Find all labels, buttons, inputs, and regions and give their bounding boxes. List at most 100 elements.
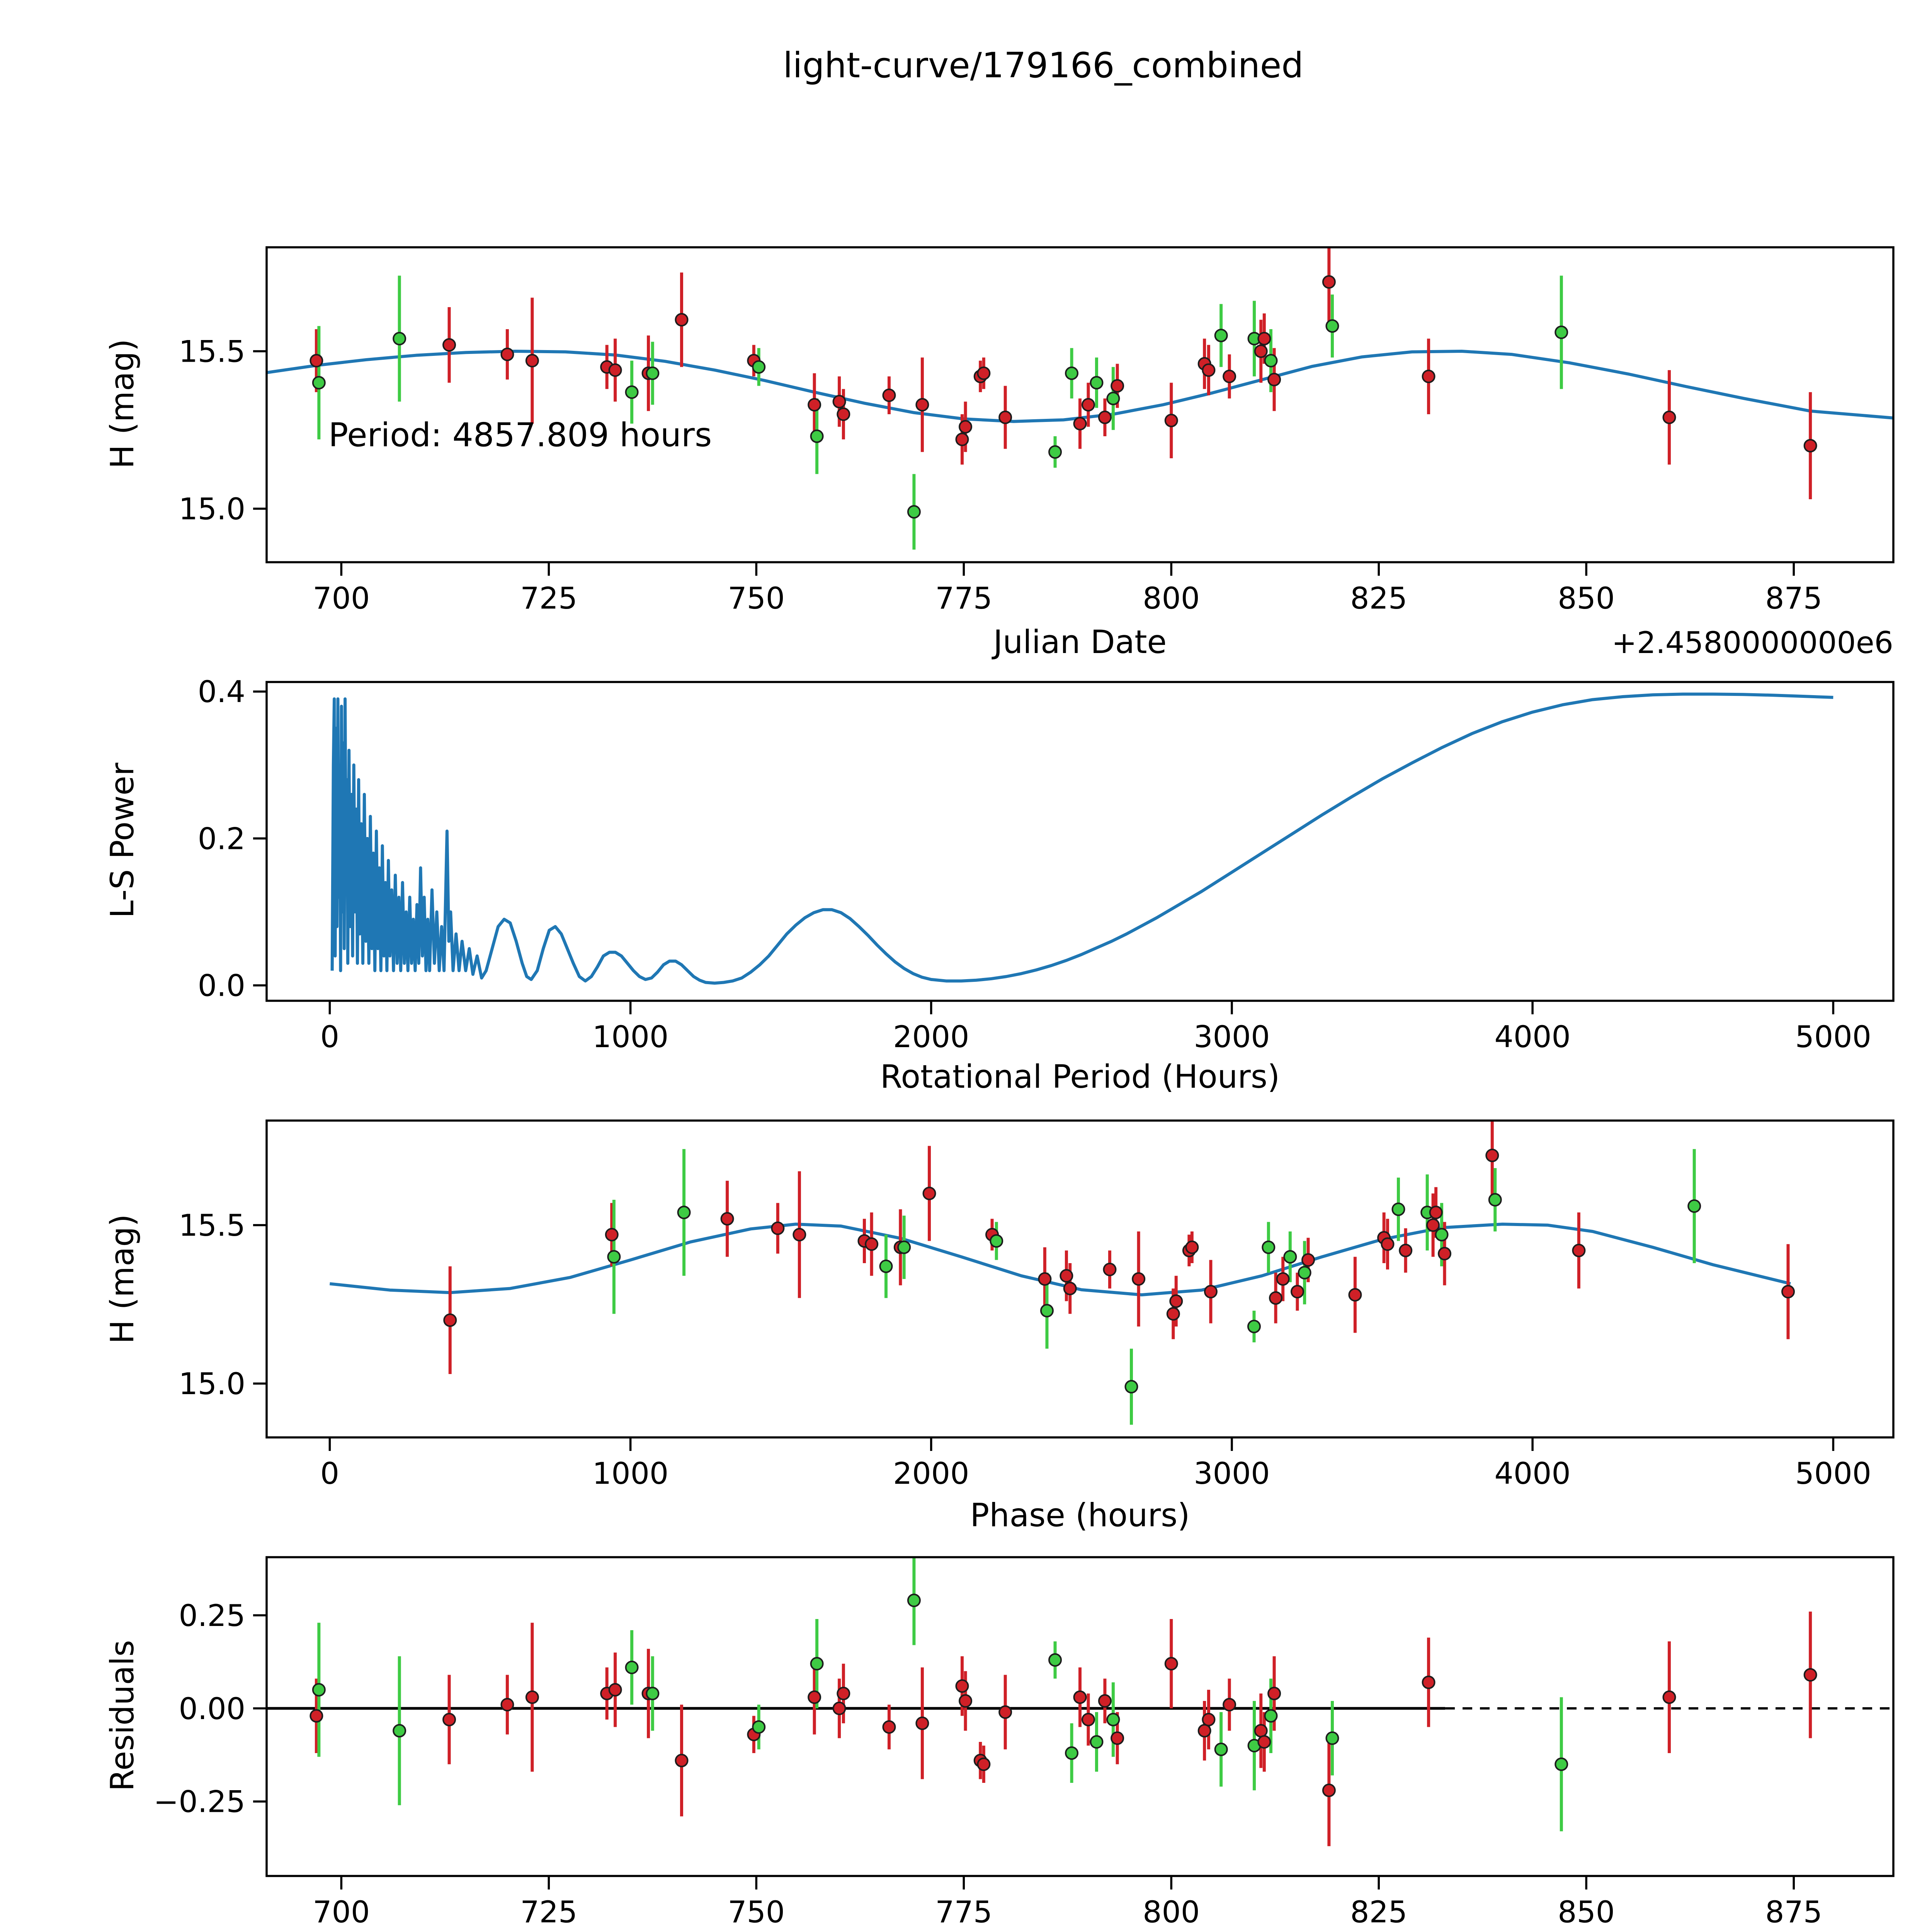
data-point <box>646 1687 660 1701</box>
data-point <box>879 1259 893 1273</box>
data-point <box>500 347 514 361</box>
data-point <box>1106 1713 1120 1726</box>
periodogram-content <box>330 692 1833 985</box>
x-tick-label: 725 <box>520 1895 577 1930</box>
data-point <box>1267 1687 1281 1701</box>
x-tick-label: 0 <box>320 1020 339 1054</box>
data-point <box>1257 1735 1271 1749</box>
data-point <box>1254 1724 1268 1738</box>
data-point <box>1262 1240 1276 1254</box>
data-point <box>882 388 896 402</box>
data-point <box>625 385 639 399</box>
data-point <box>500 1698 514 1712</box>
data-point <box>1111 379 1124 393</box>
periodogram-curve <box>330 692 1833 985</box>
y-tick-label: 0.2 <box>198 821 245 856</box>
y-tick-label: 15.0 <box>179 492 245 527</box>
data-point <box>808 398 821 412</box>
data-point <box>1124 1380 1138 1394</box>
data-point <box>605 1228 619 1242</box>
data-point <box>955 432 969 446</box>
data-point <box>625 1660 639 1674</box>
axes-frame <box>265 1556 1895 1877</box>
x-tick-label: 4000 <box>1495 1456 1571 1491</box>
axes-frame <box>265 1119 1895 1439</box>
data-point <box>832 395 846 408</box>
panel3-ylabel: H (mag) <box>104 1214 141 1344</box>
panel3-xlabel: Phase (hours) <box>970 1497 1190 1534</box>
data-point <box>1166 1307 1180 1321</box>
data-point <box>1254 344 1268 358</box>
data-point <box>1040 1304 1054 1318</box>
y-tick-label: 0.00 <box>179 1692 245 1726</box>
data-point <box>1554 325 1568 339</box>
data-point <box>977 1757 991 1771</box>
data-point <box>1267 372 1281 386</box>
x-tick-label: 875 <box>1765 1895 1822 1930</box>
x-tick-label: 1000 <box>592 1456 668 1491</box>
lightcurve-content <box>267 247 1893 550</box>
data-point <box>771 1221 785 1235</box>
data-point <box>1488 1193 1502 1207</box>
data-point <box>810 429 824 443</box>
x-tick-label: 4000 <box>1495 1020 1571 1054</box>
data-point <box>1322 275 1336 289</box>
data-point <box>608 1683 622 1697</box>
data-point <box>998 1705 1012 1719</box>
data-point <box>1103 1262 1117 1276</box>
data-point <box>310 1709 323 1723</box>
data-point <box>915 398 929 412</box>
data-point <box>882 1720 896 1734</box>
data-point <box>1090 1735 1104 1749</box>
data-point <box>1169 1294 1183 1308</box>
data-point <box>1223 1698 1236 1712</box>
data-point <box>977 366 991 380</box>
x-tick-label: 3000 <box>1194 1020 1270 1054</box>
x-tick-label: 800 <box>1143 1895 1200 1930</box>
y-tick-label: −0.25 <box>154 1785 246 1820</box>
data-point <box>312 1683 326 1697</box>
data-point <box>1291 1285 1304 1299</box>
panel1-x-offset-label: +2.4580000000e6 <box>1612 626 1893 660</box>
data-point <box>1204 1285 1218 1299</box>
data-point <box>1781 1285 1795 1299</box>
data-point <box>1164 1657 1178 1671</box>
data-point <box>1422 1675 1435 1689</box>
x-tick-label: 775 <box>935 581 992 616</box>
x-tick-label: 750 <box>728 581 785 616</box>
data-point <box>1073 417 1087 430</box>
data-point <box>955 1679 969 1693</box>
x-tick-label: 825 <box>1350 581 1407 616</box>
data-point <box>1298 1266 1311 1280</box>
period-annotation: Period: 4857.809 hours <box>328 416 712 454</box>
data-point <box>393 1724 406 1738</box>
data-point <box>1081 1713 1095 1726</box>
y-tick-label: 15.0 <box>179 1367 245 1401</box>
data-point <box>1081 398 1095 412</box>
x-tick-label: 700 <box>313 581 370 616</box>
x-tick-label: 2000 <box>893 1456 969 1491</box>
x-tick-label: 875 <box>1765 581 1822 616</box>
x-tick-label: 825 <box>1350 1895 1407 1930</box>
data-point <box>1214 1742 1228 1756</box>
data-point <box>1048 1653 1062 1667</box>
data-point <box>752 1720 766 1734</box>
data-point <box>675 313 689 327</box>
panel-phased: 0 1000 2000 3000 4000 5000 15.0 15.5 <box>179 1119 1895 1491</box>
data-point <box>1391 1202 1405 1216</box>
data-point <box>897 1240 911 1254</box>
data-point <box>1048 445 1062 459</box>
panel4-ylabel: Residuals <box>104 1640 141 1791</box>
plots-layer: 700 725 750 775 800 825 850 875 15.0 15.5 0 1000 200… <box>154 246 1895 1930</box>
y-tick-label: 15.5 <box>179 334 245 369</box>
data-point <box>907 505 921 519</box>
y-tick-label: 0.0 <box>198 969 245 1003</box>
data-point <box>810 1657 824 1671</box>
x-tick-label: 725 <box>520 581 577 616</box>
data-point <box>1185 1240 1199 1254</box>
data-point <box>1438 1247 1452 1260</box>
data-point <box>837 1687 850 1701</box>
data-point <box>1065 1746 1079 1760</box>
figure-title: light-curve/179166_combined <box>783 45 1304 86</box>
